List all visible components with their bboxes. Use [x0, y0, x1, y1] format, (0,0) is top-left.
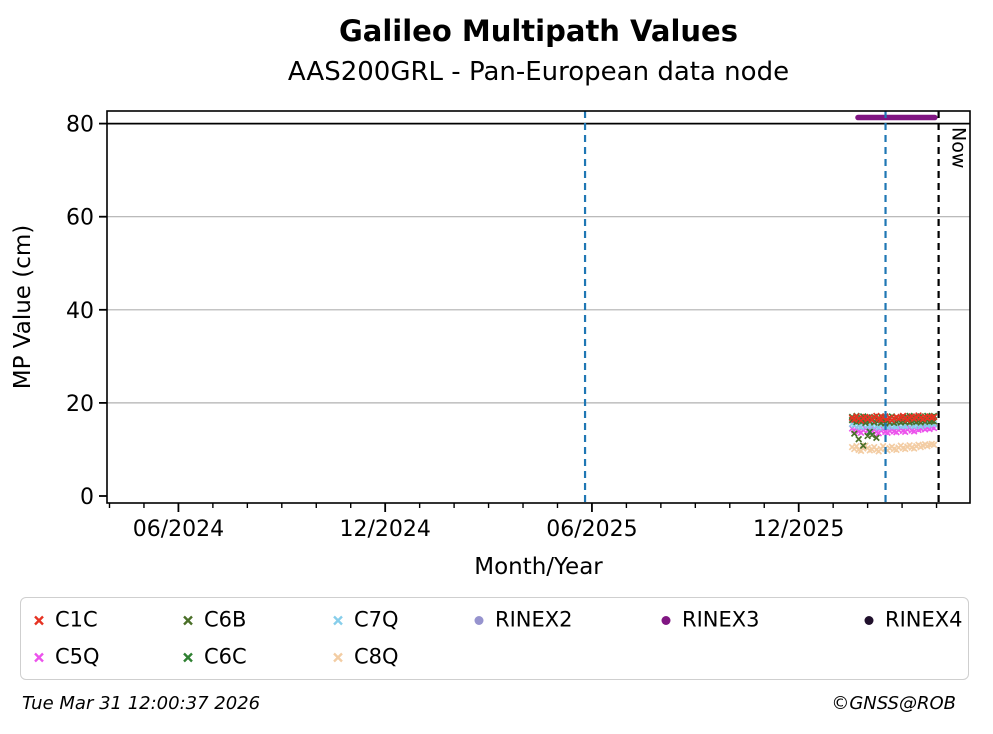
x-marker-icon: [183, 615, 193, 625]
legend-label: C5Q: [55, 644, 100, 669]
plot-frame: [106, 110, 971, 504]
legend-item-c1c: C1C: [32, 607, 98, 632]
y-axis: 0 20 40 60 80: [66, 113, 107, 510]
plot-timestamp: Tue Mar 31 12:00:37 2026: [22, 693, 261, 714]
svg-text:06/2024: 06/2024: [133, 517, 224, 542]
svg-text:40: 40: [66, 299, 94, 324]
chart-legend: C1C C6B C7Q RINEX2 RINEX3 RINEX4 C5Q C6C…: [20, 597, 969, 680]
x-axis-label: Month/Year: [474, 554, 603, 580]
series-points-c1c: [848, 412, 938, 425]
circle-marker-icon: [661, 615, 671, 625]
gridlines: [107, 216, 970, 404]
legend-label: RINEX3: [682, 607, 760, 632]
legend-label: C6B: [204, 607, 247, 632]
svg-text:60: 60: [66, 206, 94, 231]
legend-label: C1C: [55, 607, 98, 632]
chart-title: Galileo Multipath Values: [338, 14, 738, 48]
legend-item-rinex4: RINEX4: [862, 607, 963, 632]
x-marker-icon: [333, 615, 343, 625]
legend-label: C6C: [204, 644, 247, 669]
legend-item-rinex2: RINEX2: [472, 607, 573, 632]
x-axis: 06/2024 12/2024 06/2025 12/2025: [108, 503, 938, 542]
svg-text:06/2025: 06/2025: [546, 517, 637, 542]
svg-text:0: 0: [80, 485, 94, 510]
circle-marker-icon: [474, 615, 484, 625]
circle-marker-icon: [864, 615, 874, 625]
legend-item-c6b: C6B: [181, 607, 247, 632]
svg-text:12/2024: 12/2024: [339, 517, 430, 542]
y-axis-label: MP Value (cm): [10, 225, 36, 390]
x-marker-icon: [34, 615, 44, 625]
copyright-label: ©GNSS@ROB: [831, 693, 956, 714]
chart-subtitle: AAS200GRL - Pan-European data node: [287, 57, 790, 87]
series-points-c8q: [848, 440, 938, 455]
legend-label: RINEX4: [885, 607, 963, 632]
x-marker-icon: [333, 652, 343, 662]
svg-text:80: 80: [66, 113, 94, 138]
legend-label: C7Q: [354, 607, 399, 632]
svg-text:12/2025: 12/2025: [753, 517, 844, 542]
now-label: Now: [948, 127, 970, 168]
legend-item-c5q: C5Q: [32, 644, 100, 669]
legend-item-rinex3: RINEX3: [659, 607, 760, 632]
svg-text:20: 20: [66, 392, 94, 417]
legend-label: RINEX2: [495, 607, 573, 632]
legend-label: C8Q: [354, 644, 399, 669]
x-marker-icon: [183, 652, 193, 662]
legend-item-c8q: C8Q: [331, 644, 399, 669]
x-marker-icon: [34, 652, 44, 662]
legend-item-c6c: C6C: [181, 644, 247, 669]
legend-item-c7q: C7Q: [331, 607, 399, 632]
